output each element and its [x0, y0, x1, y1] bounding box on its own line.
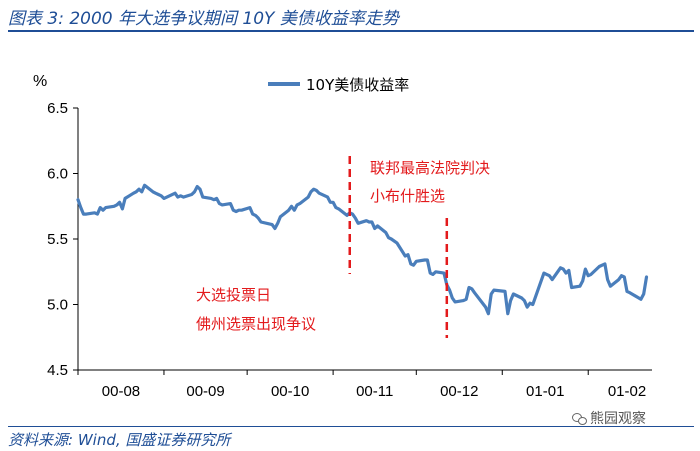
- source-divider: [8, 426, 694, 427]
- watermark: 熊园观察: [572, 408, 646, 428]
- x-tick-label: 00-12: [440, 383, 478, 400]
- x-tick-label: 00-10: [271, 383, 309, 400]
- y-tick-label: 6.0: [47, 166, 68, 183]
- chart-legend: 10Y美债收益率: [268, 76, 409, 94]
- chart-axes: [73, 107, 652, 375]
- x-tick-label: 00-09: [186, 383, 224, 400]
- x-tick-label: 01-02: [608, 383, 646, 400]
- x-tick-labels: 00-08 00-09 00-10 00-11 00-12 01-01 01-02: [102, 383, 646, 400]
- source-note: 资料来源: Wind, 国盛证券研究所: [8, 431, 231, 449]
- series-group: [76, 183, 649, 316]
- annotation-label: 联邦最高法院判决: [370, 159, 490, 177]
- y-tick-label: 6.5: [47, 100, 68, 117]
- y-axis-unit: %: [33, 73, 47, 90]
- y-tick-labels: 4.5 5.0 5.5 6.0 6.5: [47, 100, 68, 379]
- figure-title: 图表 3: 2000 年大选争议期间 10Y 美债收益率走势: [8, 9, 399, 29]
- y-tick-label: 5.0: [47, 297, 68, 314]
- annotation-label: 佛州选票出现争议: [196, 315, 316, 333]
- y-tick-label: 4.5: [47, 362, 68, 379]
- y-tick-label: 5.5: [47, 231, 68, 248]
- watermark-text: 熊园观察: [590, 411, 646, 427]
- x-tick-label: 01-01: [526, 383, 564, 400]
- annotation-label: 大选投票日: [196, 286, 271, 304]
- x-tick-label: 00-11: [356, 383, 393, 400]
- title-divider: [8, 30, 694, 32]
- series-line: [76, 183, 649, 316]
- wechat-icon: [572, 412, 587, 425]
- legend-label: 10Y美债收益率: [306, 76, 409, 94]
- x-tick-label: 00-08: [102, 383, 140, 400]
- annotation-label: 小布什胜选: [370, 187, 445, 205]
